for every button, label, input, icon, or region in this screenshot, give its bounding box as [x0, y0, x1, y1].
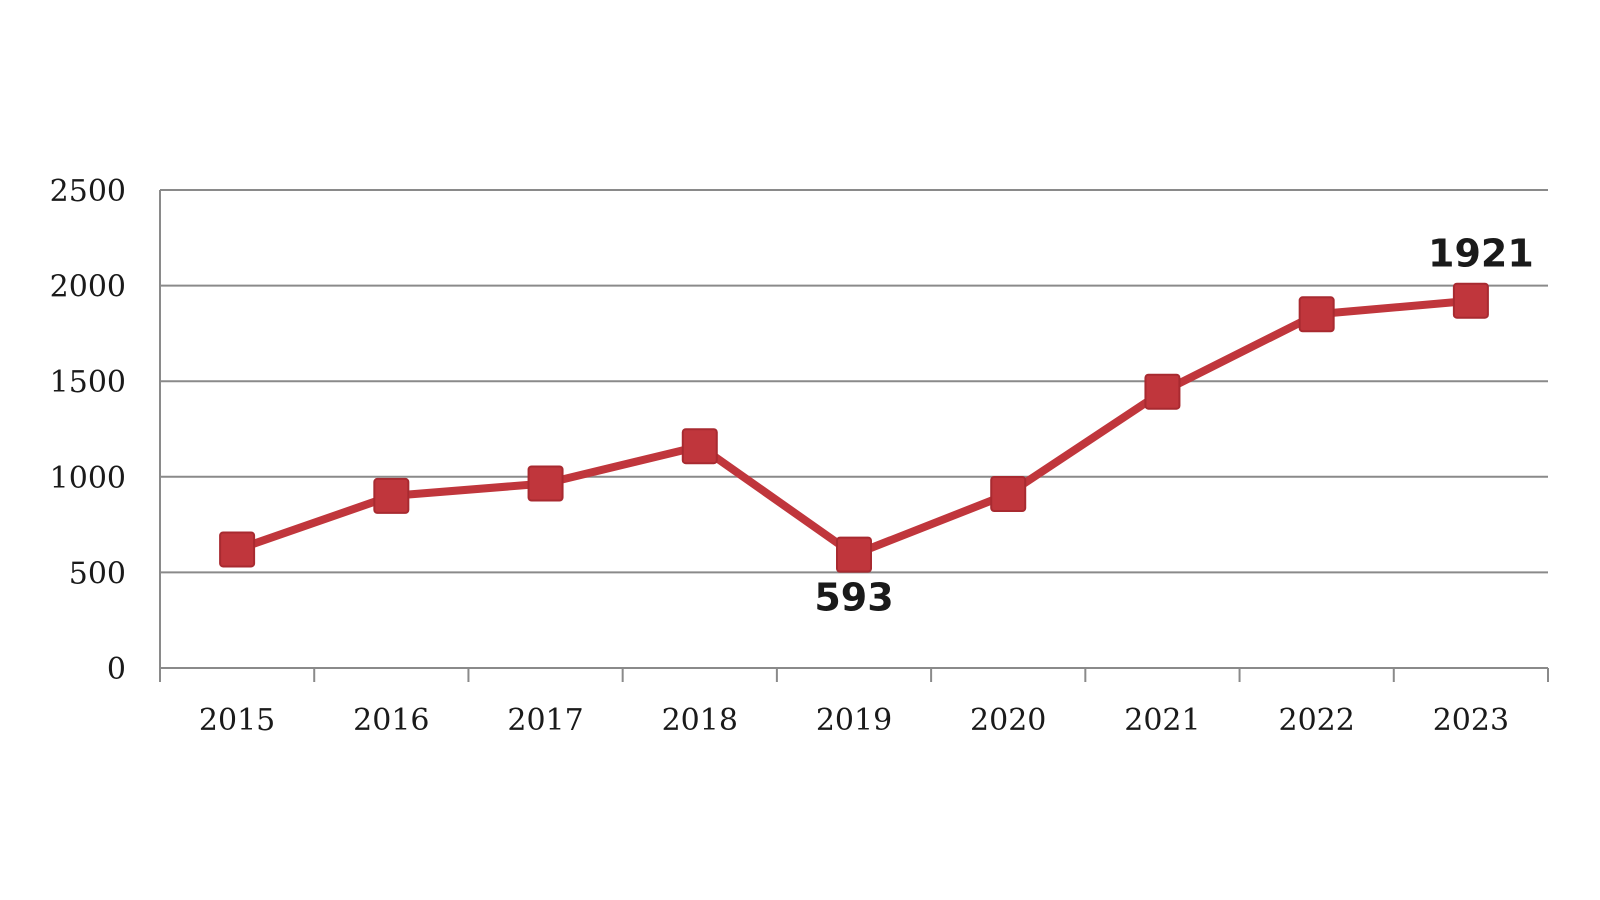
y-tick-label: 0: [107, 652, 126, 687]
y-tick-label: 2500: [50, 174, 126, 209]
marker-2023: [1452, 282, 1489, 319]
data-labels: 593 1921: [814, 232, 1533, 620]
data-label-2023: 1921: [1428, 232, 1534, 276]
y-tick-label: 1500: [50, 365, 126, 400]
marker-2021: [1144, 373, 1181, 410]
x-tick-label: 2023: [1433, 703, 1509, 738]
x-tick-label: 2022: [1278, 703, 1354, 738]
y-tick-label: 2000: [50, 270, 126, 305]
x-tick-label: 2021: [1124, 703, 1200, 738]
y-tick-label: 500: [69, 556, 126, 591]
marker-2017: [527, 465, 564, 502]
axes: [159, 190, 1549, 682]
marker-2022: [1298, 296, 1335, 333]
y-tick-label: 1000: [50, 461, 126, 496]
series-line: [235, 296, 1472, 559]
gridlines: [160, 189, 1548, 574]
x-tick-label: 2016: [353, 703, 429, 738]
marker-2015: [219, 531, 256, 568]
x-tick-label: 2020: [970, 703, 1046, 738]
x-tick-label: 2017: [507, 703, 583, 738]
y-tick-labels: 0 500 1000 1500 2000 2500: [50, 174, 126, 687]
series: [235, 296, 1472, 559]
marker-2020: [990, 476, 1027, 513]
x-tick-label: 2018: [662, 703, 738, 738]
marker-2019: [836, 536, 872, 573]
data-label-2019: 593: [814, 576, 893, 620]
x-tick-label: 2019: [816, 703, 892, 738]
x-tick-labels: 2015 2016 2017 2018 2019 2020 2021 2022 2023: [199, 703, 1509, 738]
marker-2018: [681, 428, 718, 465]
x-tick-label: 2015: [199, 703, 275, 738]
markers: [219, 282, 1489, 573]
marker-2016: [373, 477, 410, 514]
